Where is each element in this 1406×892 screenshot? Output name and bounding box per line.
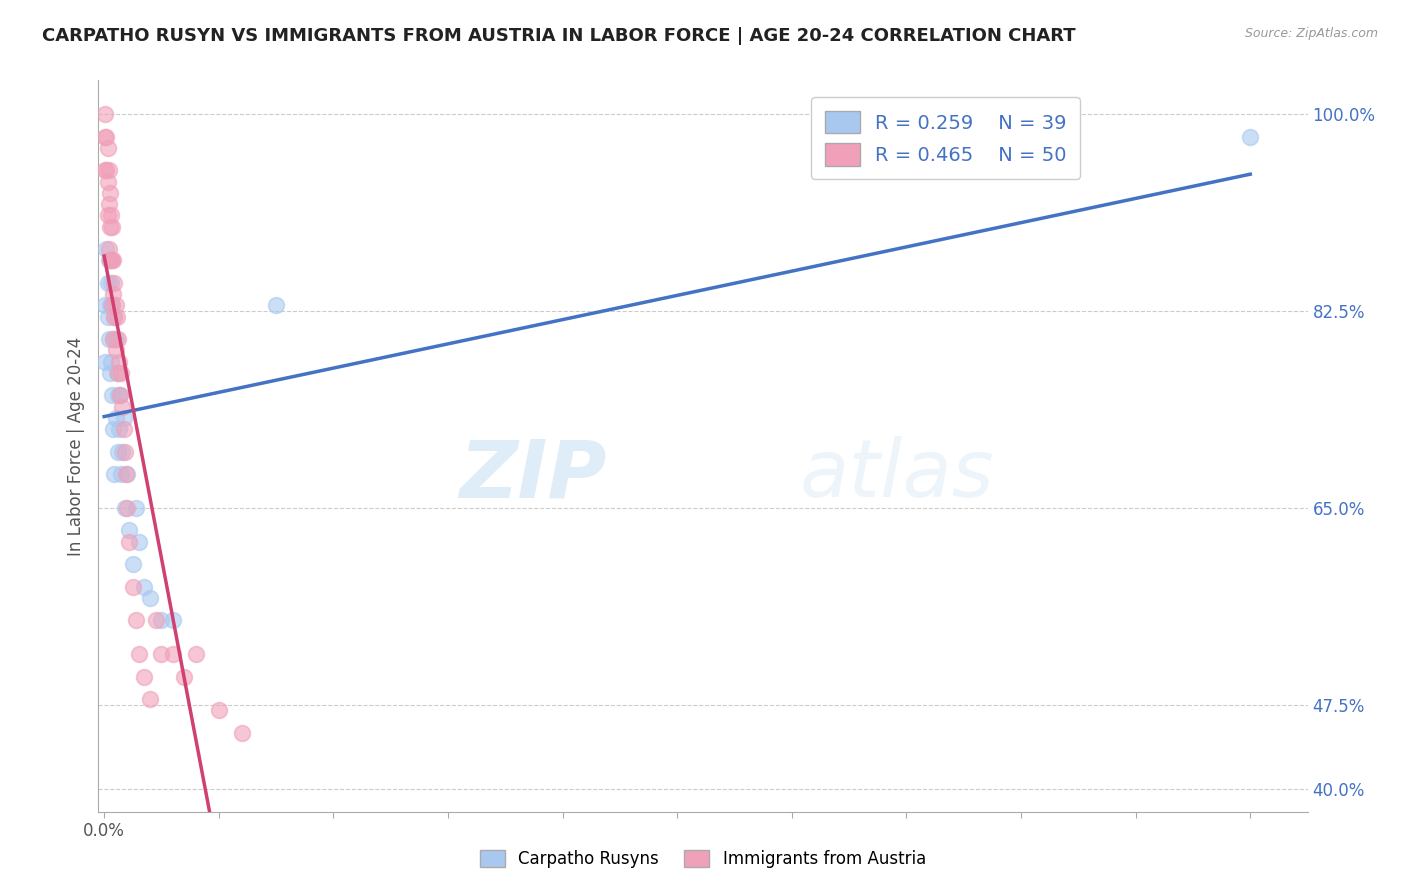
Point <box>96 129 118 144</box>
Point <box>208 703 231 717</box>
Point <box>107 388 129 402</box>
Point <box>108 388 131 402</box>
Point <box>114 500 136 515</box>
Point <box>121 557 143 571</box>
Point <box>111 444 134 458</box>
Point <box>108 354 131 368</box>
Point <box>139 692 162 706</box>
Point <box>115 467 138 482</box>
Point <box>121 580 143 594</box>
Point <box>96 242 118 256</box>
Point <box>98 219 121 234</box>
Point <box>104 298 127 312</box>
Point <box>150 647 173 661</box>
Point <box>94 354 117 368</box>
Text: ZIP: ZIP <box>458 436 606 515</box>
Point <box>128 647 150 661</box>
Point <box>101 219 124 234</box>
Point <box>103 332 125 346</box>
Point <box>115 500 138 515</box>
Point <box>100 253 122 268</box>
Point <box>104 332 127 346</box>
Text: Source: ZipAtlas.com: Source: ZipAtlas.com <box>1244 27 1378 40</box>
Point <box>150 614 173 628</box>
Point <box>184 647 207 661</box>
Point <box>118 534 141 549</box>
Point <box>101 388 124 402</box>
Point <box>97 175 120 189</box>
Point <box>107 332 129 346</box>
Point <box>264 298 287 312</box>
Legend: Carpatho Rusyns, Immigrants from Austria: Carpatho Rusyns, Immigrants from Austria <box>474 843 932 875</box>
Point <box>103 310 125 324</box>
Point <box>112 422 135 436</box>
Point <box>97 332 120 346</box>
Point <box>97 276 120 290</box>
Point <box>101 253 124 268</box>
Point <box>145 614 167 628</box>
Point <box>101 298 124 312</box>
Point <box>97 197 120 211</box>
Point <box>110 467 132 482</box>
Point <box>103 332 125 346</box>
Point <box>96 163 118 178</box>
Point <box>107 444 129 458</box>
Point <box>98 366 121 380</box>
Point <box>134 580 156 594</box>
Point <box>125 614 148 628</box>
Point <box>111 400 134 414</box>
Point <box>98 186 121 200</box>
Point <box>134 670 156 684</box>
Y-axis label: In Labor Force | Age 20-24: In Labor Force | Age 20-24 <box>66 336 84 556</box>
Point <box>94 298 117 312</box>
Text: atlas: atlas <box>800 436 994 515</box>
Point <box>100 208 122 222</box>
Point <box>97 310 120 324</box>
Point <box>1239 129 1261 144</box>
Point <box>173 670 195 684</box>
Point <box>97 253 120 268</box>
Point <box>103 467 125 482</box>
Point <box>97 242 120 256</box>
Point <box>103 253 125 268</box>
Point <box>94 107 117 121</box>
Point <box>94 163 117 178</box>
Point <box>231 726 253 740</box>
Point <box>98 298 121 312</box>
Point <box>125 500 148 515</box>
Point <box>105 310 128 324</box>
Point <box>162 614 184 628</box>
Point <box>97 141 120 155</box>
Point <box>108 422 131 436</box>
Point <box>98 253 121 268</box>
Point <box>108 388 131 402</box>
Point <box>103 276 125 290</box>
Point <box>100 354 122 368</box>
Point <box>162 647 184 661</box>
Legend: R = 0.259    N = 39, R = 0.465    N = 50: R = 0.259 N = 39, R = 0.465 N = 50 <box>811 97 1080 179</box>
Point <box>128 534 150 549</box>
Point <box>103 422 125 436</box>
Text: CARPATHO RUSYN VS IMMIGRANTS FROM AUSTRIA IN LABOR FORCE | AGE 20-24 CORRELATION: CARPATHO RUSYN VS IMMIGRANTS FROM AUSTRI… <box>42 27 1076 45</box>
Point <box>103 310 125 324</box>
Point <box>104 410 127 425</box>
Point <box>94 129 117 144</box>
Point <box>110 366 132 380</box>
Point <box>139 591 162 605</box>
Point <box>97 208 120 222</box>
Point <box>103 287 125 301</box>
Point <box>97 163 120 178</box>
Point <box>101 298 124 312</box>
Point <box>118 524 141 538</box>
Point <box>107 366 129 380</box>
Point <box>105 366 128 380</box>
Point <box>114 444 136 458</box>
Point <box>100 276 122 290</box>
Point <box>104 343 127 358</box>
Point <box>112 410 135 425</box>
Point <box>115 467 138 482</box>
